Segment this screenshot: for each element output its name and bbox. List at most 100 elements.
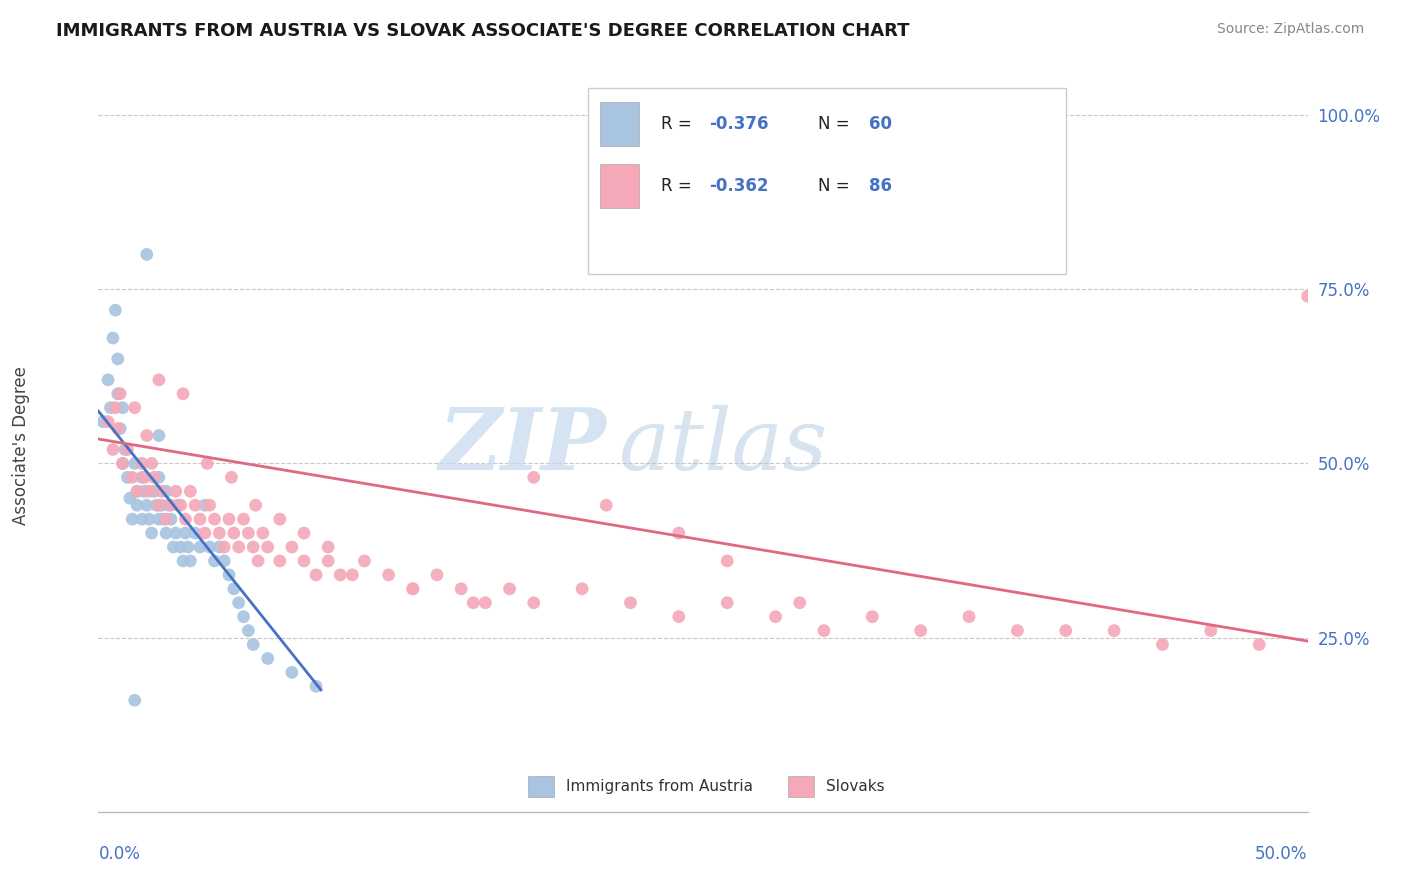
Point [121,470,143,484]
Point [204,512,226,526]
Point [242,540,264,554]
Point [188,512,211,526]
Point [269,512,291,526]
Point [179,554,201,568]
Point [135,428,157,442]
Point [238,624,260,638]
Text: 86: 86 [869,178,891,195]
Text: 60: 60 [869,115,891,133]
Text: atlas: atlas [619,405,828,487]
Point [150,498,173,512]
Point [155,512,177,526]
Point [218,512,240,526]
Point [135,247,157,261]
Point [252,526,274,541]
Point [97,373,120,387]
Point [281,540,304,554]
Point [353,554,375,568]
Point [305,567,328,582]
Point [104,303,127,318]
Text: R =: R = [661,178,697,195]
Point [160,498,183,512]
Text: Slovaks: Slovaks [827,779,884,794]
Point [1152,638,1174,652]
Point [198,540,221,554]
Point [208,526,231,541]
Point [141,526,163,541]
Point [212,540,235,554]
Point [131,470,153,484]
Text: -0.376: -0.376 [709,115,769,133]
Point [377,567,399,582]
Point [212,554,235,568]
Point [242,638,264,652]
Point [194,526,217,541]
Point [245,498,267,512]
Point [155,484,177,499]
Point [316,540,339,554]
Point [463,596,485,610]
Point [148,428,170,442]
Point [162,540,184,554]
Point [165,526,187,541]
Point [145,498,167,512]
Point [134,470,156,484]
Point [148,470,170,484]
Point [523,470,546,484]
Point [342,567,364,582]
Point [172,386,194,401]
Point [127,484,149,499]
Text: N =: N = [818,115,855,133]
Point [292,554,315,568]
Point [813,624,835,638]
Point [117,442,139,457]
Point [256,540,278,554]
Point [957,609,980,624]
Text: 0.0%: 0.0% [98,845,141,863]
Point [97,415,120,429]
Point [316,554,339,568]
Point [789,596,811,610]
Point [118,491,141,506]
Point [127,484,149,499]
FancyBboxPatch shape [600,103,638,146]
Point [169,540,191,554]
Point [165,484,187,499]
Point [174,526,197,541]
Point [1296,289,1319,303]
Point [111,457,134,471]
Point [107,386,129,401]
Point [148,373,170,387]
Point [247,554,270,568]
Point [127,498,149,512]
Point [138,512,160,526]
Point [91,415,114,429]
Text: Associate's Degree: Associate's Degree [13,367,30,525]
Point [108,386,131,401]
Point [111,401,134,415]
Point [172,554,194,568]
Point [135,498,157,512]
Point [232,609,254,624]
Point [184,526,207,541]
Text: Source: ZipAtlas.com: Source: ZipAtlas.com [1216,22,1364,37]
Point [221,470,243,484]
Text: Immigrants from Austria: Immigrants from Austria [567,779,754,794]
Point [765,609,787,624]
Point [402,582,425,596]
Point [619,596,641,610]
Point [910,624,932,638]
Point [148,498,170,512]
Text: ZIP: ZIP [439,404,606,488]
Point [329,567,352,582]
Point [150,484,173,499]
Point [595,498,617,512]
Point [157,498,180,512]
Point [1249,638,1271,652]
Point [143,484,166,499]
Point [155,526,177,541]
Point [107,351,129,366]
FancyBboxPatch shape [600,164,638,209]
Point [104,401,127,415]
Point [195,457,218,471]
